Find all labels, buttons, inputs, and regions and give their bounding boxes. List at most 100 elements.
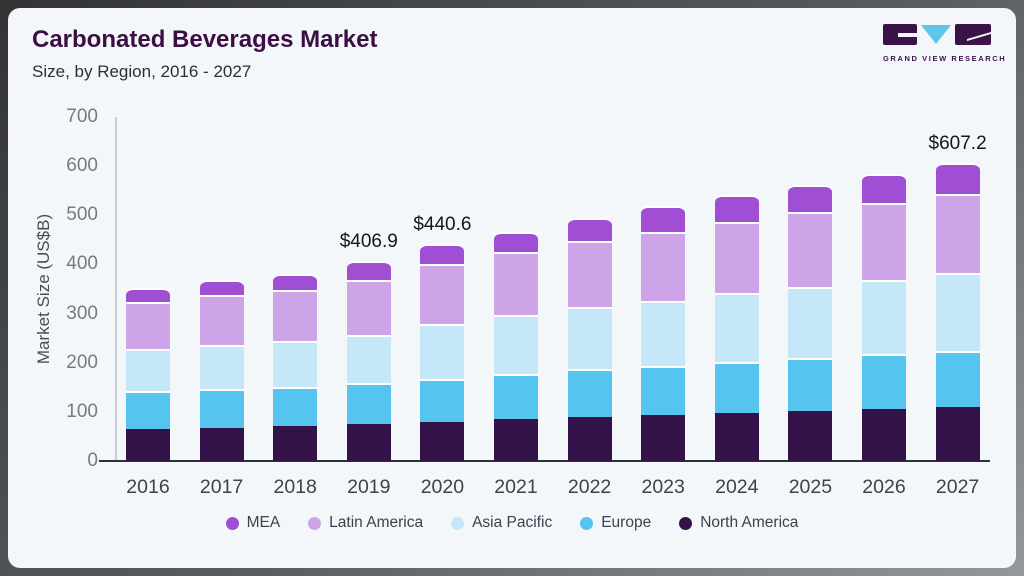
segment-europe-2027[interactable] bbox=[935, 350, 980, 407]
bar-2023[interactable] bbox=[641, 206, 686, 461]
x-tick-2020: 2020 bbox=[420, 476, 465, 498]
segment-mea-2017[interactable] bbox=[199, 280, 244, 295]
segment-latin-america-2025[interactable] bbox=[788, 212, 833, 287]
legend-item-latin-america[interactable]: Latin America bbox=[308, 514, 423, 532]
y-tick-700: 700 bbox=[66, 106, 98, 127]
segment-europe-2025[interactable] bbox=[788, 358, 833, 412]
segment-mea-2023[interactable] bbox=[641, 206, 686, 232]
x-tick-2018: 2018 bbox=[273, 476, 317, 498]
bar-2019[interactable]: $406.9 bbox=[340, 231, 398, 461]
segment-mea-2019[interactable] bbox=[346, 261, 391, 280]
segment-north-america-2020[interactable] bbox=[420, 421, 465, 461]
x-tick-2017: 2017 bbox=[199, 476, 244, 498]
x-tick-2019: 2019 bbox=[347, 476, 391, 498]
segment-asia-pacific-2016[interactable] bbox=[126, 349, 170, 392]
segment-asia-pacific-2025[interactable] bbox=[788, 286, 833, 359]
bar-2017[interactable] bbox=[199, 280, 244, 461]
segment-latin-america-2026[interactable] bbox=[862, 202, 906, 280]
segment-north-america-2016[interactable] bbox=[126, 429, 170, 461]
segment-mea-2026[interactable] bbox=[862, 174, 906, 203]
segment-asia-pacific-2027[interactable] bbox=[935, 272, 980, 351]
segment-europe-2023[interactable] bbox=[641, 365, 686, 416]
segment-mea-2022[interactable] bbox=[567, 218, 612, 241]
bar-2024[interactable] bbox=[714, 195, 759, 461]
segment-north-america-2021[interactable] bbox=[494, 419, 538, 461]
legend-dot-europe bbox=[580, 516, 594, 530]
segment-latin-america-2017[interactable] bbox=[199, 294, 244, 346]
gvr-logo-text: GRAND VIEW RESEARCH bbox=[883, 54, 1007, 63]
segment-north-america-2018[interactable] bbox=[273, 425, 318, 461]
x-tick-2016: 2016 bbox=[126, 476, 170, 498]
page-title: Carbonated Beverages Market bbox=[32, 26, 378, 53]
legend-item-north-america[interactable]: North America bbox=[679, 514, 798, 532]
segment-asia-pacific-2018[interactable] bbox=[273, 341, 318, 387]
bar-2025[interactable] bbox=[788, 184, 833, 461]
segment-latin-america-2016[interactable] bbox=[126, 301, 170, 350]
segment-mea-2021[interactable] bbox=[494, 231, 538, 253]
bar-2022[interactable] bbox=[567, 218, 612, 461]
segment-asia-pacific-2022[interactable] bbox=[567, 307, 612, 370]
bar-2021[interactable] bbox=[494, 231, 538, 461]
bar-2016[interactable] bbox=[126, 288, 170, 461]
y-axis-label: Market Size (US$B) bbox=[34, 213, 53, 365]
segment-asia-pacific-2017[interactable] bbox=[199, 345, 244, 390]
segment-mea-2018[interactable] bbox=[273, 273, 318, 290]
segment-north-america-2023[interactable] bbox=[641, 415, 686, 461]
segment-north-america-2022[interactable] bbox=[567, 417, 612, 461]
segment-europe-2024[interactable] bbox=[714, 361, 759, 414]
legend-item-mea[interactable]: MEA bbox=[225, 514, 280, 532]
segment-north-america-2019[interactable] bbox=[346, 423, 391, 461]
page-subtitle: Size, by Region, 2016 - 2027 bbox=[32, 62, 252, 81]
segment-north-america-2027[interactable] bbox=[935, 406, 980, 461]
segment-europe-2020[interactable] bbox=[420, 378, 465, 422]
segment-north-america-2025[interactable] bbox=[788, 411, 833, 461]
bar-2018[interactable] bbox=[273, 273, 318, 461]
total-label-2027: $607.2 bbox=[928, 132, 987, 154]
segment-north-america-2017[interactable] bbox=[199, 427, 244, 461]
segment-latin-america-2018[interactable] bbox=[273, 289, 318, 342]
segment-latin-america-2021[interactable] bbox=[494, 252, 538, 315]
segment-asia-pacific-2023[interactable] bbox=[641, 300, 686, 366]
segment-mea-2027[interactable] bbox=[935, 162, 980, 195]
segment-north-america-2026[interactable] bbox=[862, 408, 906, 461]
segment-asia-pacific-2020[interactable] bbox=[420, 323, 465, 379]
segment-latin-america-2027[interactable] bbox=[935, 194, 980, 273]
x-tick-2023: 2023 bbox=[641, 476, 685, 498]
segment-europe-2017[interactable] bbox=[199, 389, 244, 428]
legend-item-europe[interactable]: Europe bbox=[580, 514, 651, 532]
segment-asia-pacific-2024[interactable] bbox=[714, 293, 759, 362]
segment-latin-america-2023[interactable] bbox=[641, 232, 686, 301]
segment-mea-2025[interactable] bbox=[788, 184, 833, 213]
segment-latin-america-2022[interactable] bbox=[567, 240, 612, 308]
segment-europe-2018[interactable] bbox=[273, 386, 318, 426]
y-tick-200: 200 bbox=[66, 351, 98, 373]
segment-latin-america-2020[interactable] bbox=[420, 263, 465, 324]
total-label-2020: $440.6 bbox=[413, 214, 472, 236]
bar-2020[interactable]: $440.6 bbox=[413, 214, 471, 461]
segment-asia-pacific-2019[interactable] bbox=[346, 334, 391, 384]
segment-asia-pacific-2026[interactable] bbox=[862, 279, 906, 354]
segment-mea-2020[interactable] bbox=[420, 244, 465, 264]
gvr-logo-icon bbox=[883, 24, 991, 45]
segment-europe-2026[interactable] bbox=[862, 353, 906, 409]
bar-2027[interactable]: $607.2 bbox=[929, 133, 987, 461]
x-tick-2021: 2021 bbox=[494, 476, 538, 498]
legend-item-asia-pacific[interactable]: Asia Pacific bbox=[451, 514, 552, 532]
legend-dot-mea bbox=[225, 516, 239, 530]
legend-label-asia-pacific: Asia Pacific bbox=[472, 514, 553, 531]
segment-mea-2024[interactable] bbox=[714, 195, 759, 222]
bar-2026[interactable] bbox=[862, 174, 906, 461]
segment-latin-america-2019[interactable] bbox=[346, 279, 391, 335]
segment-north-america-2024[interactable] bbox=[714, 413, 759, 461]
legend-dot-north-america bbox=[679, 516, 693, 530]
segment-europe-2022[interactable] bbox=[567, 369, 612, 418]
segment-europe-2021[interactable] bbox=[494, 373, 538, 420]
x-tick-2027: 2027 bbox=[935, 476, 980, 498]
y-tick-400: 400 bbox=[66, 253, 98, 275]
segment-asia-pacific-2021[interactable] bbox=[494, 314, 538, 374]
segment-mea-2016[interactable] bbox=[126, 288, 170, 302]
segment-latin-america-2024[interactable] bbox=[714, 221, 759, 294]
segment-europe-2019[interactable] bbox=[346, 383, 391, 424]
y-tick-500: 500 bbox=[66, 204, 98, 226]
segment-europe-2016[interactable] bbox=[126, 391, 170, 430]
